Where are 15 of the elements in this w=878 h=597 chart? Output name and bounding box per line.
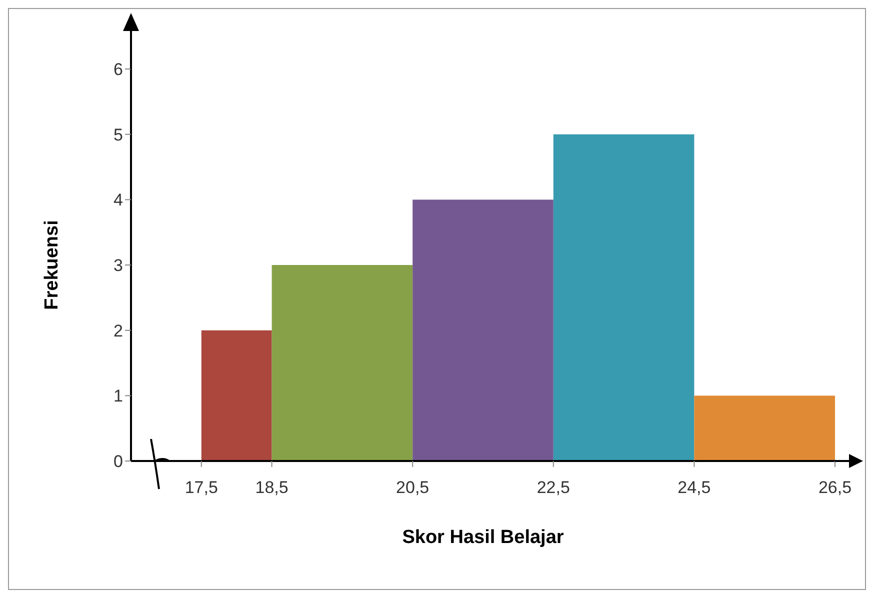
y-tick-label: 1 (114, 386, 123, 406)
y-tick-label: 4 (114, 190, 123, 210)
x-axis-title: Skor Hasil Belajar (402, 527, 564, 548)
y-tick-label: 3 (114, 256, 123, 276)
y-tick-label: 2 (114, 321, 123, 340)
y-tick-label: 6 (114, 60, 123, 80)
x-tick-label: 26,5 (818, 478, 852, 498)
x-tick-label: 18,5 (255, 478, 288, 498)
x-tick-label: 17,5 (184, 478, 218, 498)
y-axis-title: Frekuensi (42, 220, 63, 310)
x-tick-label: 20,5 (396, 478, 430, 498)
x-tick-label: 24,5 (678, 478, 711, 498)
y-tick-label: 0 (114, 452, 123, 472)
x-tick-label: 22,5 (536, 478, 570, 498)
y-tick-label: 5 (114, 125, 123, 144)
